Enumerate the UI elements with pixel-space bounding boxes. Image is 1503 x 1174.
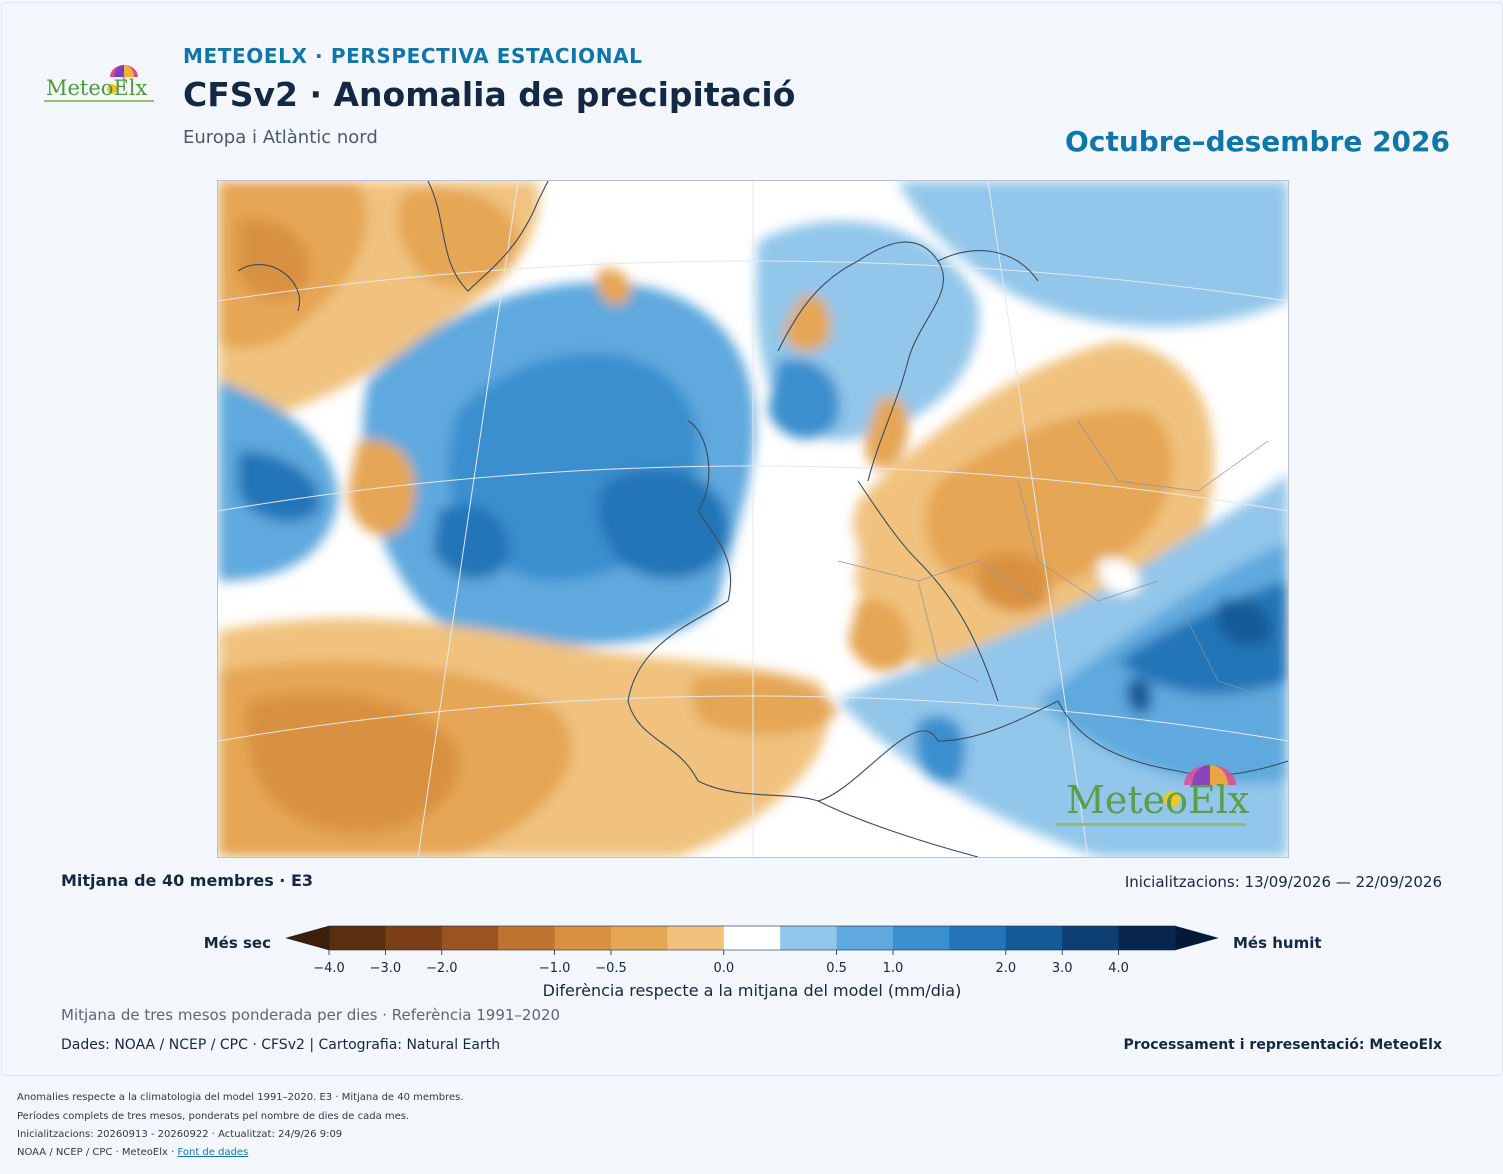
- colorbar-bin: [385, 926, 443, 950]
- footer-line-1: Anomalies respecte a la climatologia del…: [17, 1092, 464, 1103]
- colorbar-tick-label: −2.0: [426, 961, 458, 976]
- colorbar-bin: [949, 926, 1007, 950]
- colorbar-bin: [329, 926, 386, 950]
- map-watermark: MeteoElx: [1056, 765, 1249, 826]
- colorbar-bin: [441, 926, 499, 950]
- footer-line-2: Períodes complets de tres mesos, pondera…: [17, 1111, 410, 1122]
- colorbar-tick-label: −3.0: [370, 961, 402, 976]
- colorbar-ticks: −4.0 −3.0 −2.0 −1.0 −0.5 0.0 0.5 1.0 2.0 3.0 4.0: [313, 950, 1129, 976]
- logo-text: MeteoElx: [46, 76, 147, 100]
- footer-line-4: NOAA / NCEP / CPC · MeteoElx · Font de d…: [17, 1147, 248, 1158]
- colorbar-bin: [723, 926, 781, 950]
- meteoelx-logo: MeteoElx: [44, 65, 154, 102]
- weighting-note: Mitjana de tres mesos ponderada per dies…: [61, 1006, 561, 1024]
- coastlines: [237, 181, 1288, 857]
- initialization-range: Inicialitzacions: 13/09/2026 — 22/09/202…: [1124, 873, 1442, 891]
- colorbar-tick-label: −4.0: [313, 961, 345, 976]
- colorbar-max-extend: [1174, 925, 1219, 951]
- kicker: METEOELX · PERSPECTIVA ESTACIONAL: [183, 44, 643, 68]
- data-source-link[interactable]: Font de dades: [177, 1147, 249, 1158]
- colorbar-tick-label: −1.0: [539, 961, 571, 976]
- colorbar-tick-label: −0.5: [595, 961, 627, 976]
- colorbar-tick-label: 2.0: [995, 961, 1016, 976]
- borders: [837, 420, 1279, 702]
- colorbar-min-extend: [285, 925, 330, 951]
- ensemble-label: Mitjana de 40 membres · E3: [61, 871, 313, 890]
- anomaly-map: MeteoElx: [217, 180, 1289, 858]
- colorbar-dry-label: Més sec: [204, 934, 271, 952]
- colorbar-bin: [836, 926, 894, 950]
- colorbar-tick-label: 4.0: [1108, 961, 1129, 976]
- colorbar-axis-label: Diferència respecte a la mitjana del mod…: [543, 981, 962, 1000]
- processing-credit: Processament i representació: MeteoElx: [1123, 1037, 1442, 1053]
- colorbar-bins: [329, 926, 1176, 950]
- colorbar-bin: [893, 926, 950, 950]
- colorbar-bin: [1118, 926, 1176, 950]
- colorbar-tick-label: 1.0: [883, 961, 904, 976]
- colorbar-wet-label: Més humit: [1233, 934, 1322, 952]
- colorbar-bin: [498, 926, 556, 950]
- colorbar-tick-label: 0.5: [826, 961, 847, 976]
- watermark-text: MeteoElx: [1066, 778, 1249, 822]
- colorbar-bin: [554, 926, 612, 950]
- graticule: [218, 181, 1288, 857]
- colorbar: Més sec Més humit −4.0 −3.0 −2.0 −1.0 −0.5 0.…: [204, 925, 1322, 1000]
- footer-line-4-prefix: NOAA / NCEP / CPC · MeteoElx ·: [17, 1147, 178, 1158]
- colorbar-bin: [1005, 926, 1063, 950]
- colorbar-bin: [667, 926, 725, 950]
- colorbar-bin: [1062, 926, 1120, 950]
- colorbar-bin: [780, 926, 838, 950]
- colorbar-tick-label: 0.0: [713, 961, 734, 976]
- page-title: CFSv2 · Anomalia de precipitació: [183, 75, 796, 114]
- forecast-period: Octubre–desembre 2026: [1065, 125, 1450, 158]
- colorbar-tick-label: 3.0: [1052, 961, 1073, 976]
- precip-anomaly-field: [218, 181, 1288, 857]
- page-subtitle: Europa i Atlàntic nord: [183, 127, 378, 148]
- map-canvas: MeteoElx: [218, 181, 1288, 857]
- footer-line-3: Inicialitzacions: 20260913 - 20260922 · …: [17, 1129, 343, 1140]
- colorbar-bin: [611, 926, 668, 950]
- data-source: Dades: NOAA / NCEP / CPC · CFSv2 | Carto…: [61, 1037, 501, 1053]
